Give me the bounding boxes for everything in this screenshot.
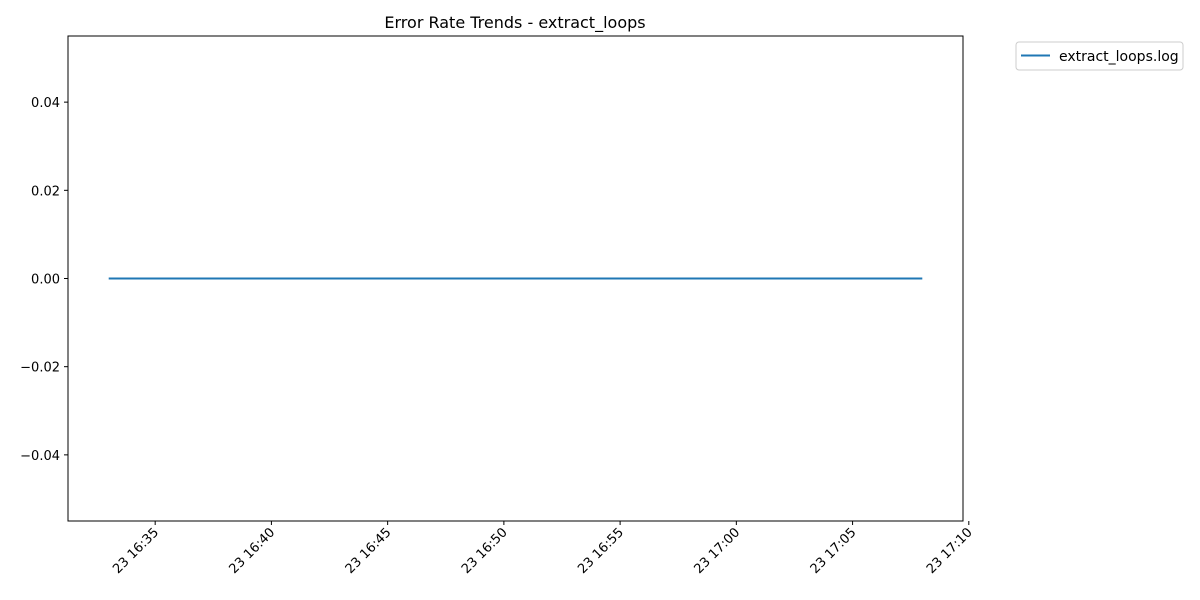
x-tick-label: 23 17:10 [924,525,976,577]
legend: extract_loops.log [1015,41,1184,71]
x-tick-label: 23 16:35 [110,525,162,577]
x-tick-label: 23 16:55 [575,525,627,577]
x-tick-label: 23 16:40 [227,525,279,577]
x-axis: 23 16:35 23 16:40 23 16:45 23 16:50 23 16:55… [110,521,976,577]
x-tick-label: 23 17:05 [808,525,860,577]
x-tick-label: 23 16:50 [459,525,511,577]
x-tick-label: 23 16:45 [343,525,395,577]
chart-title: Error Rate Trends - extract_loops [384,13,645,33]
legend-box [1015,41,1184,71]
y-axis: 0.04 0.02 0.00 −0.02 −0.04 [20,96,68,464]
x-tick-label: 23 17:00 [691,525,743,577]
y-tick-label: 0.02 [31,184,60,199]
y-tick-label: 0.00 [31,273,60,288]
y-tick-label: −0.02 [20,361,60,376]
y-tick-label: −0.04 [20,449,60,464]
y-tick-label: 0.04 [31,96,60,111]
legend-label-extract-loops: extract_loops.log [1059,49,1179,65]
